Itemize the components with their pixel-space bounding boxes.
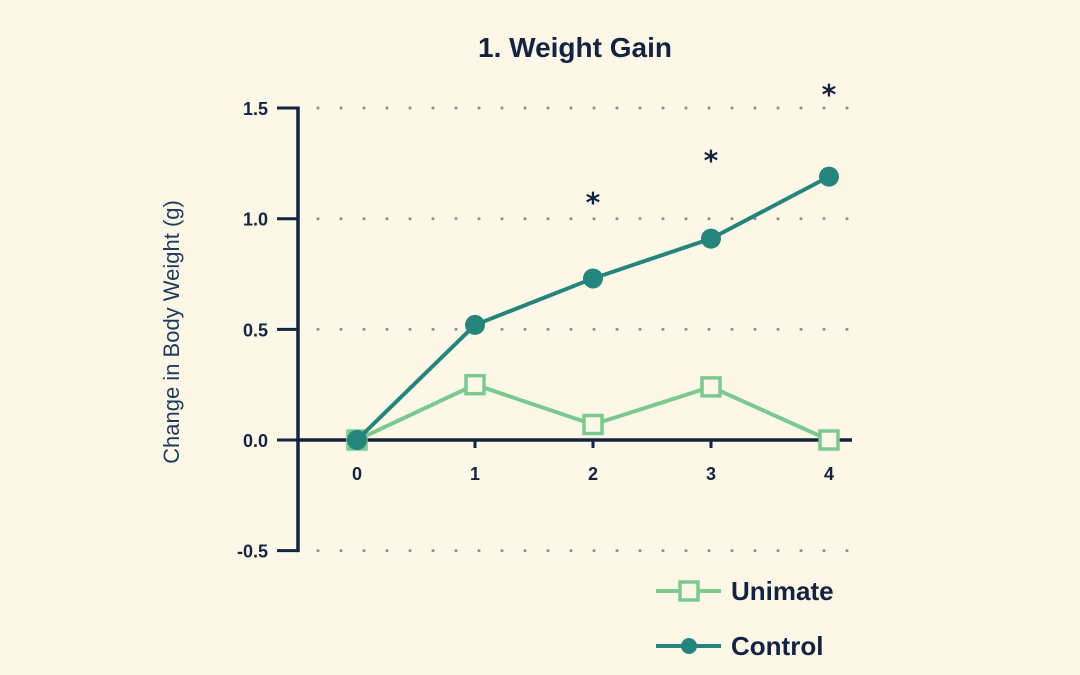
data-point-square — [582, 413, 604, 436]
legend: Unimate Control — [656, 576, 834, 661]
legend-label: Unimate — [731, 576, 834, 606]
data-point-square — [464, 373, 486, 396]
x-axis-ticks: 0 1 2 3 4 — [352, 440, 834, 484]
data-point-square — [818, 429, 840, 451]
y-tick-label: 0.5 — [243, 320, 268, 340]
data-point-circle — [465, 314, 485, 335]
significance-star: * — [704, 144, 719, 177]
open-square-line-icon — [656, 580, 721, 602]
x-tick-label: 3 — [706, 464, 716, 484]
y-axis-ticks: 1.5 1.0 0.5 0.0 -0.5 — [237, 99, 298, 562]
data-series — [346, 166, 840, 451]
series-control — [347, 166, 839, 450]
gridlines — [316, 106, 854, 553]
chart-title: 1. Weight Gain — [478, 32, 672, 63]
x-tick-label: 1 — [470, 464, 480, 484]
data-point-circle — [701, 228, 721, 249]
series-unimate — [346, 373, 840, 451]
filled-circle-line-icon — [656, 638, 721, 654]
x-tick-label: 0 — [352, 464, 362, 484]
x-tick-label: 4 — [824, 464, 834, 484]
data-point-circle — [347, 430, 367, 450]
y-tick-label: -0.5 — [237, 542, 268, 562]
legend-item-control: Control — [656, 631, 823, 661]
significance-star: * — [586, 186, 601, 219]
significance-star: * — [822, 78, 837, 111]
axes — [296, 106, 852, 553]
y-tick-label: 1.0 — [243, 210, 268, 230]
x-tick-label: 2 — [588, 464, 598, 484]
legend-item-unimate: Unimate — [656, 576, 834, 606]
data-point-circle — [583, 268, 603, 289]
data-point-square — [700, 376, 722, 398]
y-tick-label: 1.5 — [243, 99, 268, 119]
y-tick-label: 0.0 — [243, 431, 268, 451]
legend-label: Control — [731, 631, 823, 661]
data-point-circle — [819, 166, 839, 187]
significance-markers: * * * — [586, 78, 837, 219]
